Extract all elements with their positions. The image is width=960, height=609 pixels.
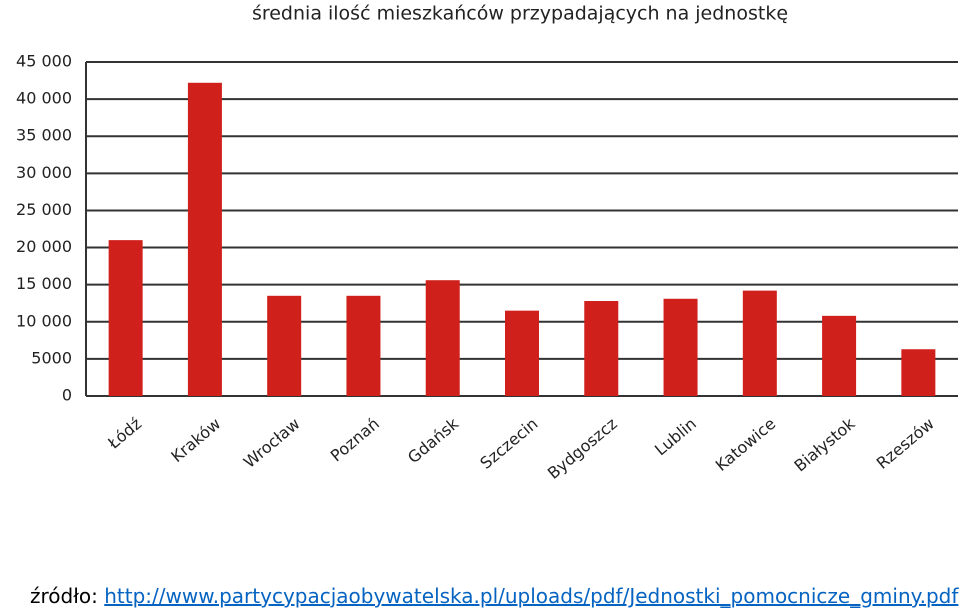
y-tick-label: 30 000 [16, 163, 72, 182]
y-tick-label: 15 000 [16, 274, 72, 293]
chart-title: średnia ilość mieszkańców przypadających… [252, 3, 788, 25]
x-tick-label: Poznań [327, 414, 383, 465]
bar [742, 290, 777, 396]
x-tick-label: Łódź [104, 414, 146, 453]
x-tick-label: Rzeszów [873, 414, 938, 473]
chart: średnia ilość mieszkańców przypadających… [16, 3, 958, 483]
y-tick-label: 10 000 [16, 311, 72, 330]
y-tick-label: 25 000 [16, 200, 72, 219]
bar [425, 280, 460, 396]
source: źródło: http://www.partycypacjaobywatels… [30, 584, 958, 608]
x-tick-label: Bydgoszcz [544, 414, 621, 483]
bar [267, 295, 302, 396]
bar [901, 349, 936, 396]
y-tick-label: 20 000 [16, 237, 72, 256]
x-tick-label: Katowice [712, 414, 780, 475]
bar [663, 298, 698, 396]
y-tick-label: 0 [62, 386, 72, 405]
y-tick-label: 5000 [31, 348, 72, 367]
bar [187, 82, 222, 396]
bar [108, 240, 143, 396]
x-tick-label: Białystok [790, 413, 859, 475]
bar [584, 300, 619, 396]
y-tick-label: 40 000 [16, 89, 72, 108]
source-label: źródło: [30, 584, 98, 608]
x-tick-label: Szczecin [476, 414, 541, 473]
y-tick-label: 45 000 [16, 52, 72, 71]
source-link[interactable]: http://www.partycypacjaobywatelska.pl/up… [104, 584, 959, 608]
x-tick-label: Kraków [167, 414, 224, 466]
x-tick-label: Gdańsk [404, 413, 463, 467]
bar [822, 315, 857, 396]
x-tick-label: Wrocław [240, 414, 304, 472]
bar [346, 295, 381, 396]
x-tick-label: Lublin [651, 414, 700, 459]
y-tick-label: 35 000 [16, 126, 72, 145]
bar [505, 310, 539, 396]
